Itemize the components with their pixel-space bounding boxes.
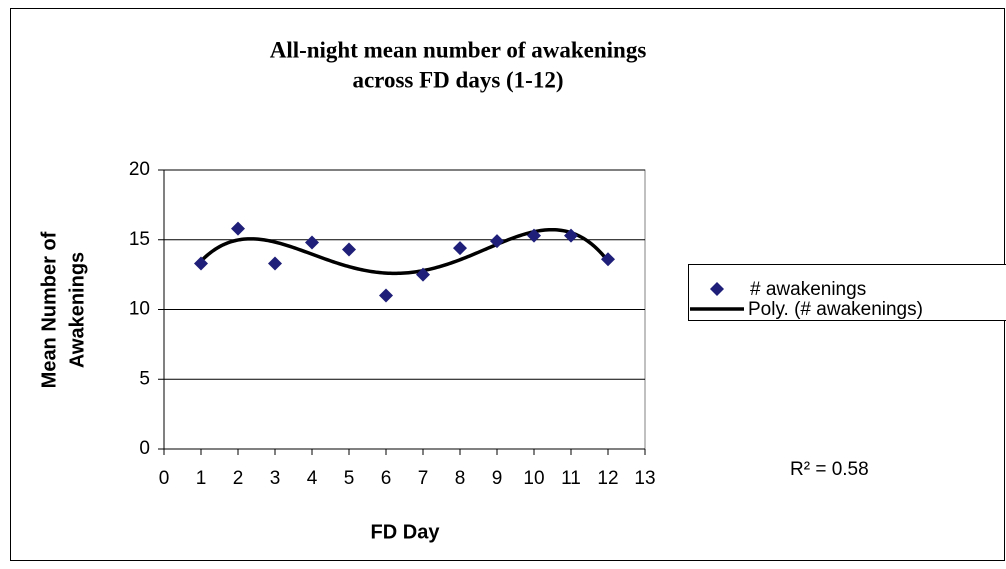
data-point xyxy=(416,267,430,282)
x-tick-label: 5 xyxy=(344,468,355,489)
x-tick-label: 12 xyxy=(597,468,618,489)
data-point xyxy=(601,252,615,267)
x-tick-label: 1 xyxy=(196,468,207,489)
data-point xyxy=(453,241,467,256)
x-tick-label: 11 xyxy=(561,468,581,489)
trend-line xyxy=(199,227,610,276)
legend-marker xyxy=(710,282,724,296)
y-axis-label: Mean Number of xyxy=(38,231,60,388)
legend-label: Poly. (# awakenings) xyxy=(748,299,923,320)
x-tick-label: 10 xyxy=(523,468,544,489)
y-axis-label: Awakenings xyxy=(66,252,88,368)
x-tick-label: 0 xyxy=(159,468,170,489)
r-squared-label: R² = 0.58 xyxy=(790,459,869,480)
data-point xyxy=(564,228,578,243)
data-point xyxy=(305,235,319,250)
data-point xyxy=(490,234,504,249)
chart-title: All-night mean number of awakenings xyxy=(270,37,647,62)
y-tick-label: 20 xyxy=(129,159,150,180)
y-tick-label: 10 xyxy=(129,299,150,320)
data-point xyxy=(527,228,541,243)
y-tick-label: 15 xyxy=(129,229,150,250)
x-tick-label: 7 xyxy=(418,468,429,489)
x-tick-label: 8 xyxy=(455,468,466,489)
x-tick-label: 9 xyxy=(492,468,503,489)
legend-label: # awakenings xyxy=(750,279,866,300)
x-tick-label: 6 xyxy=(381,468,392,489)
data-point xyxy=(194,256,208,271)
legend xyxy=(688,264,1006,321)
x-axis-label: FD Day xyxy=(371,521,441,543)
data-point xyxy=(379,288,393,303)
x-tick-label: 2 xyxy=(233,468,244,489)
x-tick-label: 13 xyxy=(634,468,655,489)
data-point xyxy=(268,256,282,271)
data-point xyxy=(231,221,245,236)
y-tick-label: 0 xyxy=(139,438,150,459)
chart-title: across FD days (1-12) xyxy=(352,67,563,92)
x-tick-label: 3 xyxy=(270,468,281,489)
y-tick-label: 5 xyxy=(139,368,150,389)
x-tick-label: 4 xyxy=(307,468,318,489)
data-point xyxy=(342,242,356,257)
